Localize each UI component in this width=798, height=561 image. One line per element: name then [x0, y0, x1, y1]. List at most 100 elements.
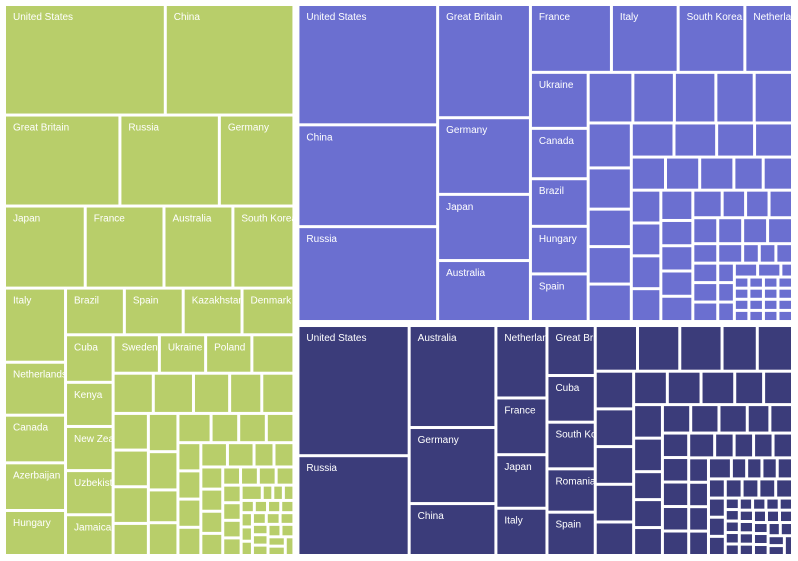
- treemap-cell[interactable]: [709, 518, 724, 535]
- treemap-cell[interactable]: [149, 414, 177, 451]
- treemap-cell[interactable]: [149, 491, 177, 522]
- treemap-cell[interactable]: [243, 289, 293, 334]
- treemap-cell[interactable]: [202, 490, 222, 510]
- treemap-cell[interactable]: [166, 6, 293, 114]
- treemap-cell[interactable]: [719, 264, 733, 282]
- treemap-cell[interactable]: [760, 480, 775, 497]
- treemap-cell[interactable]: [179, 472, 200, 498]
- treemap-cell[interactable]: [439, 195, 529, 260]
- treemap-cell[interactable]: [750, 311, 762, 321]
- treemap-cell[interactable]: [284, 486, 293, 499]
- treemap-cell[interactable]: [497, 456, 546, 507]
- treemap-cell[interactable]: [735, 434, 753, 457]
- treemap-cell[interactable]: [635, 372, 666, 404]
- treemap-cell[interactable]: [663, 406, 690, 432]
- treemap-cell[interactable]: [632, 257, 660, 288]
- treemap-cell[interactable]: [242, 514, 251, 526]
- treemap-cell[interactable]: [267, 414, 293, 442]
- treemap-cell[interactable]: [754, 499, 765, 509]
- treemap-cell[interactable]: [702, 372, 734, 404]
- treemap-cell[interactable]: [439, 119, 529, 193]
- treemap-cell[interactable]: [6, 416, 65, 462]
- treemap-cell[interactable]: [531, 275, 587, 321]
- treemap-cell[interactable]: [548, 327, 594, 375]
- treemap-cell[interactable]: [596, 523, 633, 554]
- treemap-cell[interactable]: [240, 414, 265, 442]
- treemap-cell[interactable]: [531, 180, 587, 225]
- treemap-cell[interactable]: [744, 245, 758, 262]
- treemap-cell[interactable]: [764, 158, 791, 189]
- treemap-cell[interactable]: [779, 311, 791, 321]
- treemap-cell[interactable]: [679, 6, 744, 71]
- treemap-cell[interactable]: [202, 468, 222, 488]
- treemap-cell[interactable]: [267, 514, 279, 523]
- treemap-cell[interactable]: [750, 278, 762, 287]
- treemap-cell[interactable]: [750, 289, 762, 298]
- treemap-cell[interactable]: [242, 501, 253, 512]
- treemap-cell[interactable]: [6, 207, 84, 287]
- treemap-cell[interactable]: [202, 534, 222, 554]
- treemap-cell[interactable]: [114, 414, 147, 449]
- treemap-cell[interactable]: [719, 303, 733, 321]
- treemap-cell[interactable]: [746, 6, 791, 71]
- treemap-cell[interactable]: [740, 545, 752, 554]
- treemap-cell[interactable]: [589, 73, 632, 122]
- treemap-cell[interactable]: [410, 429, 495, 503]
- treemap-cell[interactable]: [709, 480, 724, 497]
- treemap-cell[interactable]: [663, 434, 688, 457]
- treemap-cell[interactable]: [274, 486, 282, 499]
- treemap-cell[interactable]: [632, 158, 665, 189]
- treemap-cell[interactable]: [67, 383, 112, 425]
- treemap-cell[interactable]: [726, 480, 741, 497]
- treemap-cell[interactable]: [759, 264, 780, 276]
- treemap-cell[interactable]: [184, 289, 241, 334]
- treemap-cell[interactable]: [785, 537, 791, 554]
- treemap-cell[interactable]: [726, 534, 738, 543]
- treemap-cell[interactable]: [242, 468, 257, 484]
- treemap-cell[interactable]: [497, 327, 546, 397]
- treemap-cell[interactable]: [694, 219, 717, 243]
- treemap-cell[interactable]: [736, 372, 763, 404]
- treemap-cell[interactable]: [681, 327, 721, 370]
- treemap-cell[interactable]: [780, 511, 791, 522]
- treemap-cell[interactable]: [299, 457, 408, 554]
- treemap-cell[interactable]: [531, 73, 587, 127]
- treemap-cell[interactable]: [220, 116, 293, 205]
- treemap-cell[interactable]: [779, 300, 791, 309]
- treemap-cell[interactable]: [67, 289, 123, 334]
- treemap-cell[interactable]: [154, 374, 192, 412]
- treemap-cell[interactable]: [635, 473, 661, 499]
- treemap-cell[interactable]: [764, 311, 777, 321]
- treemap-cell[interactable]: [242, 486, 261, 499]
- treemap-cell[interactable]: [531, 129, 587, 178]
- treemap-cell[interactable]: [299, 126, 437, 226]
- treemap-cell[interactable]: [212, 414, 238, 442]
- treemap-cell[interactable]: [694, 245, 717, 262]
- treemap-cell[interactable]: [281, 514, 293, 523]
- treemap-cell[interactable]: [255, 444, 273, 466]
- treemap-cell[interactable]: [634, 73, 673, 122]
- treemap-cell[interactable]: [635, 439, 661, 471]
- treemap-cell[interactable]: [410, 327, 495, 427]
- treemap-cell[interactable]: [756, 124, 791, 156]
- treemap-cell[interactable]: [224, 539, 240, 554]
- treemap-cell[interactable]: [410, 505, 495, 554]
- treemap-cell[interactable]: [718, 124, 754, 156]
- treemap-cell[interactable]: [668, 372, 700, 404]
- treemap-cell[interactable]: [632, 290, 660, 321]
- treemap-cell[interactable]: [716, 434, 733, 457]
- treemap-cell[interactable]: [114, 451, 147, 486]
- treemap-cell[interactable]: [589, 248, 630, 283]
- treemap-cell[interactable]: [782, 264, 791, 276]
- treemap-cell[interactable]: [755, 434, 772, 457]
- treemap-cell[interactable]: [259, 468, 275, 484]
- treemap-cell[interactable]: [723, 191, 745, 217]
- treemap-cell[interactable]: [663, 532, 688, 554]
- treemap-cell[interactable]: [764, 278, 777, 287]
- treemap-cell[interactable]: [690, 508, 707, 530]
- treemap-cell[interactable]: [754, 511, 765, 522]
- treemap-cell[interactable]: [548, 377, 594, 421]
- treemap-cell[interactable]: [497, 399, 546, 454]
- treemap-cell[interactable]: [149, 524, 177, 554]
- treemap-cell[interactable]: [269, 525, 280, 536]
